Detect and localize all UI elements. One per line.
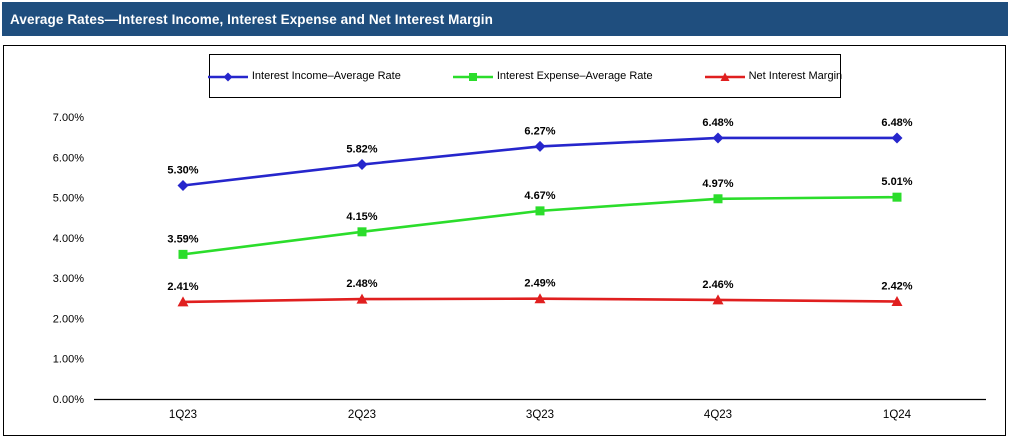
chart-legend: Interest Income–Average Rate Interest Ex… [207, 54, 843, 98]
data-point-marker-interest-expense [178, 249, 188, 259]
data-label-interest-income-2Q23: 5.82% [346, 144, 377, 156]
x-axis-tick-label: 1Q23 [169, 409, 197, 421]
chart-area: Interest Income–Average Rate Interest Ex… [3, 45, 1006, 436]
chart-title: Average Rates—Interest Income, Interest … [10, 11, 494, 27]
data-point-marker-interest-expense [535, 206, 545, 216]
data-label-interest-income-3Q23: 6.27% [524, 125, 555, 137]
x-axis-tick-label: 2Q23 [348, 409, 376, 421]
data-label-interest-expense-2Q23: 4.15% [346, 211, 377, 223]
data-point-marker-net-interest-margin [712, 294, 724, 305]
data-point-marker-interest-expense [892, 192, 902, 202]
legend-marker-interest-income-icon [207, 70, 248, 82]
legend-label-net-interest-margin: Net Interest Margin [748, 70, 843, 82]
chart-title-bar: Average Rates—Interest Income, Interest … [2, 2, 1008, 36]
data-label-interest-expense-4Q23: 4.97% [702, 178, 733, 190]
legend-label-interest-expense: Interest Expense–Average Rate [496, 70, 653, 82]
legend-marker-interest-expense-icon [452, 70, 493, 82]
line-chart-plot: 0.00% 1.00% 2.00% 3.00% 4.00% 5.00% 6.00% 7.00%… [53, 112, 986, 421]
data-label-interest-expense-1Q24: 5.01% [881, 176, 912, 188]
y-axis-tick-label: 0.00% [53, 394, 84, 406]
x-axis-tick-label: 3Q23 [526, 409, 554, 421]
data-label-net-interest-margin-3Q23: 2.49% [524, 278, 555, 290]
data-point-marker-interest-income [177, 179, 189, 191]
data-label-interest-income-1Q24: 6.48% [881, 117, 912, 129]
data-point-marker-net-interest-margin [177, 296, 189, 307]
data-label-net-interest-margin-4Q23: 2.46% [702, 279, 733, 291]
data-label-net-interest-margin-1Q24: 2.42% [881, 281, 912, 293]
data-point-marker-interest-income [712, 132, 724, 144]
y-axis-tick-label: 1.00% [53, 354, 84, 366]
legend-label-interest-income: Interest Income–Average Rate [251, 70, 401, 82]
data-label-net-interest-margin-2Q23: 2.48% [346, 278, 377, 290]
data-label-interest-income-4Q23: 6.48% [702, 117, 733, 129]
data-label-interest-expense-3Q23: 4.67% [524, 190, 555, 202]
x-axis-tick-label: 1Q24 [883, 409, 912, 421]
x-axis-tick-label: 4Q23 [704, 409, 732, 421]
data-point-marker-interest-expense [713, 194, 723, 204]
legend-item-interest-expense: Interest Expense–Average Rate [452, 70, 653, 82]
data-label-interest-expense-1Q23: 3.59% [167, 233, 198, 245]
y-axis-tick-label: 5.00% [53, 193, 84, 205]
y-axis-tick-label: 4.00% [53, 233, 84, 245]
data-point-marker-net-interest-margin [534, 293, 546, 304]
legend-marker-net-interest-margin-icon [704, 70, 745, 82]
y-axis-tick-label: 3.00% [53, 273, 84, 285]
data-point-marker-net-interest-margin [356, 293, 368, 304]
series-line-interest-expense [181, 195, 899, 256]
data-point-marker-interest-income [891, 132, 903, 144]
data-point-marker-interest-expense [357, 227, 367, 237]
y-axis-tick-label: 6.00% [53, 152, 84, 164]
data-point-marker-net-interest-margin [891, 296, 903, 307]
data-label-net-interest-margin-1Q23: 2.41% [167, 281, 198, 293]
y-axis-tick-label: 2.00% [53, 313, 84, 325]
data-point-marker-interest-income [534, 140, 546, 152]
y-axis-tick-label: 7.00% [53, 112, 84, 124]
legend-item-net-interest-margin: Net Interest Margin [704, 70, 843, 82]
legend-item-interest-income: Interest Income–Average Rate [207, 70, 401, 82]
data-label-interest-income-1Q23: 5.30% [167, 164, 198, 176]
data-point-marker-interest-income [356, 159, 368, 171]
